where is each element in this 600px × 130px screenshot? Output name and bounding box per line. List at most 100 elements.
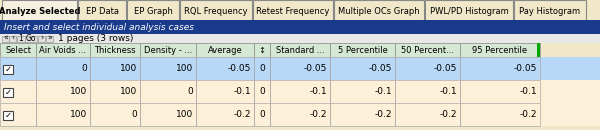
Text: -0.1: -0.1 — [520, 87, 537, 96]
Text: 1 pages (3 rows): 1 pages (3 rows) — [58, 34, 133, 43]
Bar — [330, 43, 395, 57]
Text: -0.1: -0.1 — [310, 87, 327, 96]
Bar — [395, 103, 460, 126]
Bar — [330, 57, 395, 80]
Text: Average: Average — [208, 46, 242, 54]
Bar — [395, 57, 460, 80]
Bar — [514, 0, 586, 22]
Text: »: » — [47, 34, 52, 43]
Text: ✓: ✓ — [5, 65, 11, 74]
Bar — [254, 80, 270, 103]
Bar — [0, 103, 36, 126]
Text: 100: 100 — [70, 87, 87, 96]
Bar — [460, 80, 540, 103]
Bar — [0, 80, 36, 103]
Text: 50 Percent...: 50 Percent... — [401, 46, 454, 54]
Bar — [140, 57, 196, 80]
Text: 0: 0 — [259, 110, 265, 119]
Bar — [140, 80, 196, 103]
Bar — [196, 103, 254, 126]
Bar — [330, 80, 395, 103]
Bar — [90, 57, 140, 80]
Bar — [460, 57, 540, 80]
Text: PWL/PD Histogram: PWL/PD Histogram — [430, 6, 508, 15]
Bar — [334, 0, 424, 22]
Text: 100: 100 — [70, 110, 87, 119]
Bar — [127, 0, 179, 22]
Text: Standard ...: Standard ... — [275, 46, 325, 54]
Bar — [17, 35, 25, 41]
Bar — [36, 43, 90, 57]
Bar — [36, 103, 90, 126]
Text: -0.1: -0.1 — [439, 87, 457, 96]
Bar — [0, 34, 600, 43]
Bar — [460, 43, 540, 57]
Bar — [0, 57, 600, 80]
Text: Density - ...: Density - ... — [144, 46, 192, 54]
Text: -0.2: -0.2 — [233, 110, 251, 119]
Bar — [36, 57, 90, 80]
Text: Select: Select — [5, 46, 31, 54]
Bar — [36, 80, 90, 103]
Bar — [270, 43, 330, 57]
Text: 0: 0 — [131, 110, 137, 119]
Bar — [90, 103, 140, 126]
Text: Insert and select individual analysis cases: Insert and select individual analysis ca… — [4, 22, 194, 31]
Text: 100: 100 — [120, 64, 137, 73]
Text: Air Voids ...: Air Voids ... — [40, 46, 86, 54]
Text: «: « — [3, 34, 8, 43]
Text: EP Graph: EP Graph — [134, 6, 172, 15]
Text: 0: 0 — [81, 64, 87, 73]
Bar — [270, 57, 330, 80]
Bar — [90, 80, 140, 103]
Text: -0.2: -0.2 — [310, 110, 327, 119]
Bar — [425, 0, 513, 22]
Text: 100: 100 — [176, 110, 193, 119]
Bar — [537, 43, 540, 57]
Text: 5 Percentile: 5 Percentile — [338, 46, 388, 54]
Text: Multiple OCs Graph: Multiple OCs Graph — [338, 6, 420, 15]
Bar — [2, 35, 9, 41]
Bar — [460, 103, 540, 126]
Bar — [140, 43, 196, 57]
Bar — [196, 43, 254, 57]
Bar — [25, 35, 37, 41]
Text: Thickness: Thickness — [94, 46, 136, 54]
Text: -0.05: -0.05 — [368, 64, 392, 73]
Text: 100: 100 — [120, 87, 137, 96]
Text: EP Data: EP Data — [86, 6, 119, 15]
Text: 100: 100 — [176, 64, 193, 73]
Bar — [46, 35, 53, 41]
Text: ✓: ✓ — [5, 88, 11, 97]
Bar — [0, 43, 36, 57]
Bar — [3, 65, 13, 74]
Text: -0.05: -0.05 — [514, 64, 537, 73]
Bar — [90, 43, 140, 57]
Text: ✓: ✓ — [5, 111, 11, 120]
Bar — [78, 0, 126, 22]
Bar — [0, 57, 36, 80]
Bar — [196, 80, 254, 103]
Bar — [270, 103, 330, 126]
Text: -0.1: -0.1 — [233, 87, 251, 96]
Text: -0.05: -0.05 — [227, 64, 251, 73]
Text: ‹: ‹ — [11, 34, 14, 43]
Bar — [0, 20, 600, 34]
Text: -0.05: -0.05 — [434, 64, 457, 73]
Bar — [270, 80, 330, 103]
Bar — [9, 35, 16, 41]
Bar — [0, 80, 600, 103]
Bar — [196, 57, 254, 80]
Text: Retest Frequency: Retest Frequency — [256, 6, 329, 15]
Bar — [140, 103, 196, 126]
Text: 0: 0 — [259, 64, 265, 73]
Bar — [253, 0, 333, 22]
Bar — [254, 43, 270, 57]
Text: -0.2: -0.2 — [439, 110, 457, 119]
Text: -0.2: -0.2 — [520, 110, 537, 119]
Bar — [38, 35, 45, 41]
Text: RQL Frequency: RQL Frequency — [184, 6, 248, 15]
Text: Go: Go — [26, 34, 36, 43]
Text: ↕: ↕ — [259, 46, 265, 54]
Bar — [3, 111, 13, 120]
